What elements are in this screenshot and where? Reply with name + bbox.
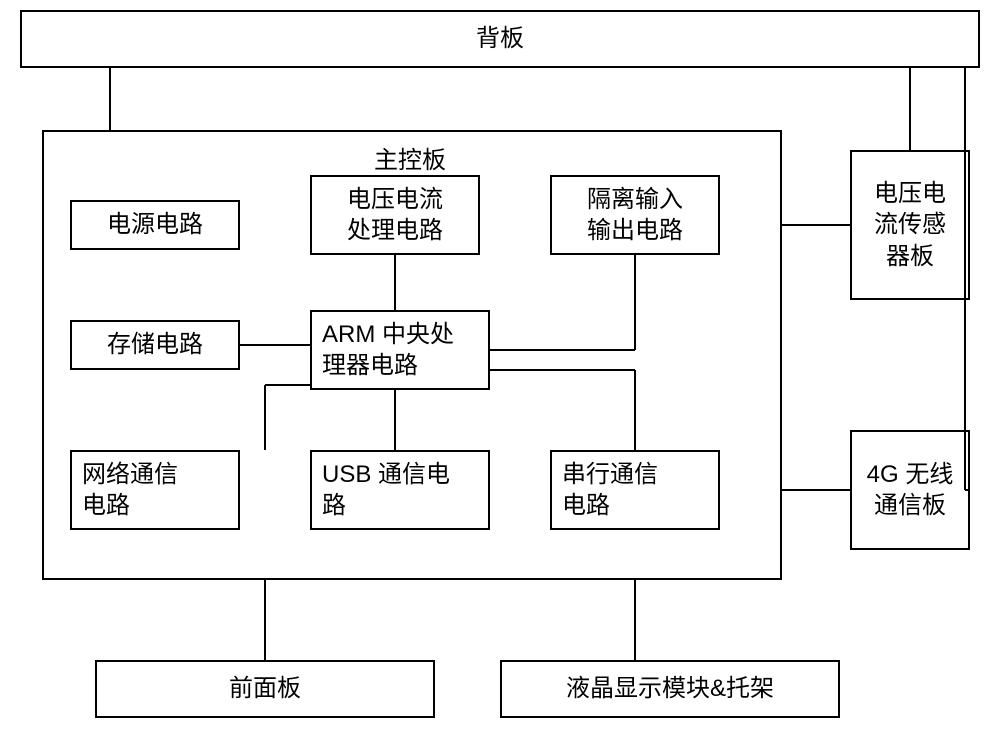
vi-sensor-label: 电压电 流传感 器板	[874, 178, 946, 272]
serial-comm-label: 串行通信 电路	[562, 459, 658, 521]
arm-cpu-block: ARM 中央处 理器电路	[310, 310, 490, 390]
lcd-module-label: 液晶显示模块&托架	[566, 673, 774, 704]
storage-block: 存储电路	[70, 320, 240, 370]
front-panel-block: 前面板	[95, 660, 435, 718]
power-circuit-label: 电源电路	[107, 209, 203, 240]
iso-io-block: 隔离输入 输出电路	[550, 175, 720, 255]
backplane-label: 背板	[476, 23, 524, 54]
backplane-block: 背板	[20, 10, 980, 68]
net-comm-block: 网络通信 电路	[70, 450, 240, 530]
front-panel-label: 前面板	[229, 673, 301, 704]
arm-cpu-label: ARM 中央处 理器电路	[322, 319, 454, 381]
wireless-4g-label: 4G 无线 通信板	[867, 459, 954, 521]
usb-comm-block: USB 通信电 路	[310, 450, 490, 530]
vi-process-block: 电压电流 处理电路	[310, 175, 480, 255]
lcd-module-block: 液晶显示模块&托架	[500, 660, 840, 718]
net-comm-label: 网络通信 电路	[82, 459, 178, 521]
power-circuit-block: 电源电路	[70, 200, 240, 250]
wireless-4g-block: 4G 无线 通信板	[850, 430, 970, 550]
main-board-label: 主控板	[350, 140, 470, 175]
vi-sensor-block: 电压电 流传感 器板	[850, 150, 970, 300]
usb-comm-label: USB 通信电 路	[322, 459, 450, 521]
storage-label: 存储电路	[107, 329, 203, 360]
iso-io-label: 隔离输入 输出电路	[587, 184, 683, 246]
vi-process-label: 电压电流 处理电路	[347, 184, 443, 246]
serial-comm-block: 串行通信 电路	[550, 450, 720, 530]
